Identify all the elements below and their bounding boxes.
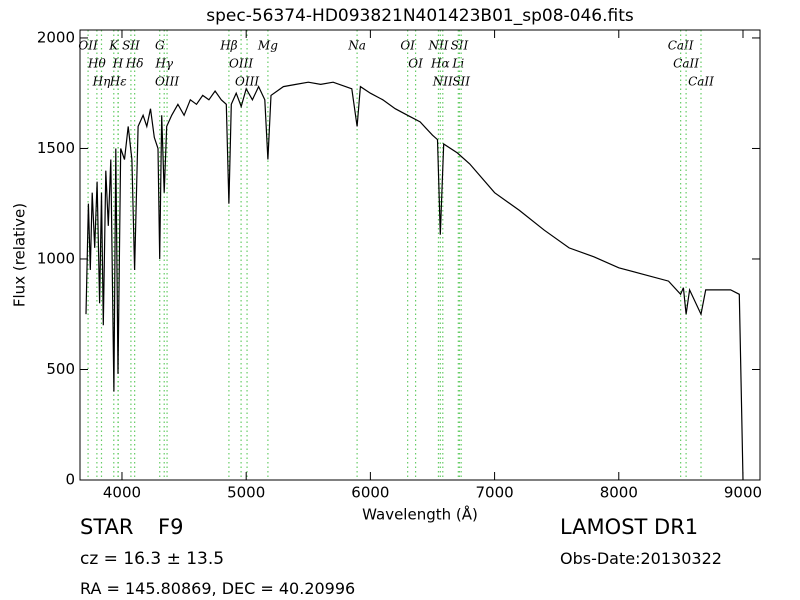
survey: LAMOST DR1 — [560, 515, 698, 539]
line-label: OIII — [155, 75, 179, 89]
line-label: OI — [408, 57, 423, 71]
line-label: CaII — [673, 57, 699, 71]
x-tick-label: 6000 — [351, 484, 389, 502]
y-tick-label: 1000 — [37, 249, 75, 267]
x-tick-label: 5000 — [227, 484, 265, 502]
line-label: H — [112, 57, 124, 71]
y-axis-label: Flux (relative) — [11, 203, 29, 307]
line-label: OIII — [229, 57, 253, 71]
redshift: cz = 16.3 ± 13.5 — [80, 549, 224, 569]
obs-date: Obs-Date:20130322 — [560, 549, 722, 568]
line-label: Hβ — [219, 39, 237, 53]
star-subclass: F9 — [158, 515, 183, 539]
line-label: SII — [452, 75, 470, 89]
line-label: Li — [451, 57, 464, 71]
line-label: Hθ — [87, 57, 106, 71]
x-tick-label: 9000 — [724, 484, 762, 502]
x-tick-label: 7000 — [475, 484, 513, 502]
x-tick-label: 4000 — [103, 484, 141, 502]
line-label: Hη — [92, 75, 111, 89]
line-label: OIII — [235, 75, 259, 89]
spectrum — [85, 81, 744, 481]
line-label: Hγ — [154, 57, 173, 71]
line-label: NII — [432, 75, 453, 89]
chart-title: spec-56374-HD093821N401423B01_sp08-046.f… — [206, 6, 634, 26]
y-tick-label: 0 — [65, 471, 75, 489]
line-label: CaII — [688, 75, 714, 89]
plot-frame — [79, 29, 761, 481]
x-axis-label: Wavelength (Å) — [362, 505, 478, 524]
line-label: Hα — [430, 57, 450, 71]
line-label: G — [155, 39, 165, 53]
line-label: K — [108, 39, 119, 53]
line-label: Hε — [109, 75, 127, 89]
coordinates: RA = 145.80869, DEC = 40.20996 — [80, 579, 355, 598]
line-label: NII — [427, 39, 448, 53]
y-tick-label: 500 — [46, 360, 75, 378]
line-label: OI — [400, 39, 415, 53]
x-tick-label: 8000 — [600, 484, 638, 502]
line-label: SII — [451, 39, 469, 53]
line-label: Na — [347, 39, 366, 53]
y-tick-label: 1500 — [37, 139, 75, 157]
line-label: SII — [122, 39, 140, 53]
y-tick-label: 2000 — [37, 28, 75, 46]
line-label: Hδ — [125, 57, 144, 71]
star-class: STAR — [80, 515, 133, 539]
line-label: Mg — [257, 39, 278, 53]
line-label: CaII — [668, 39, 694, 53]
line-label: OII — [78, 39, 98, 53]
